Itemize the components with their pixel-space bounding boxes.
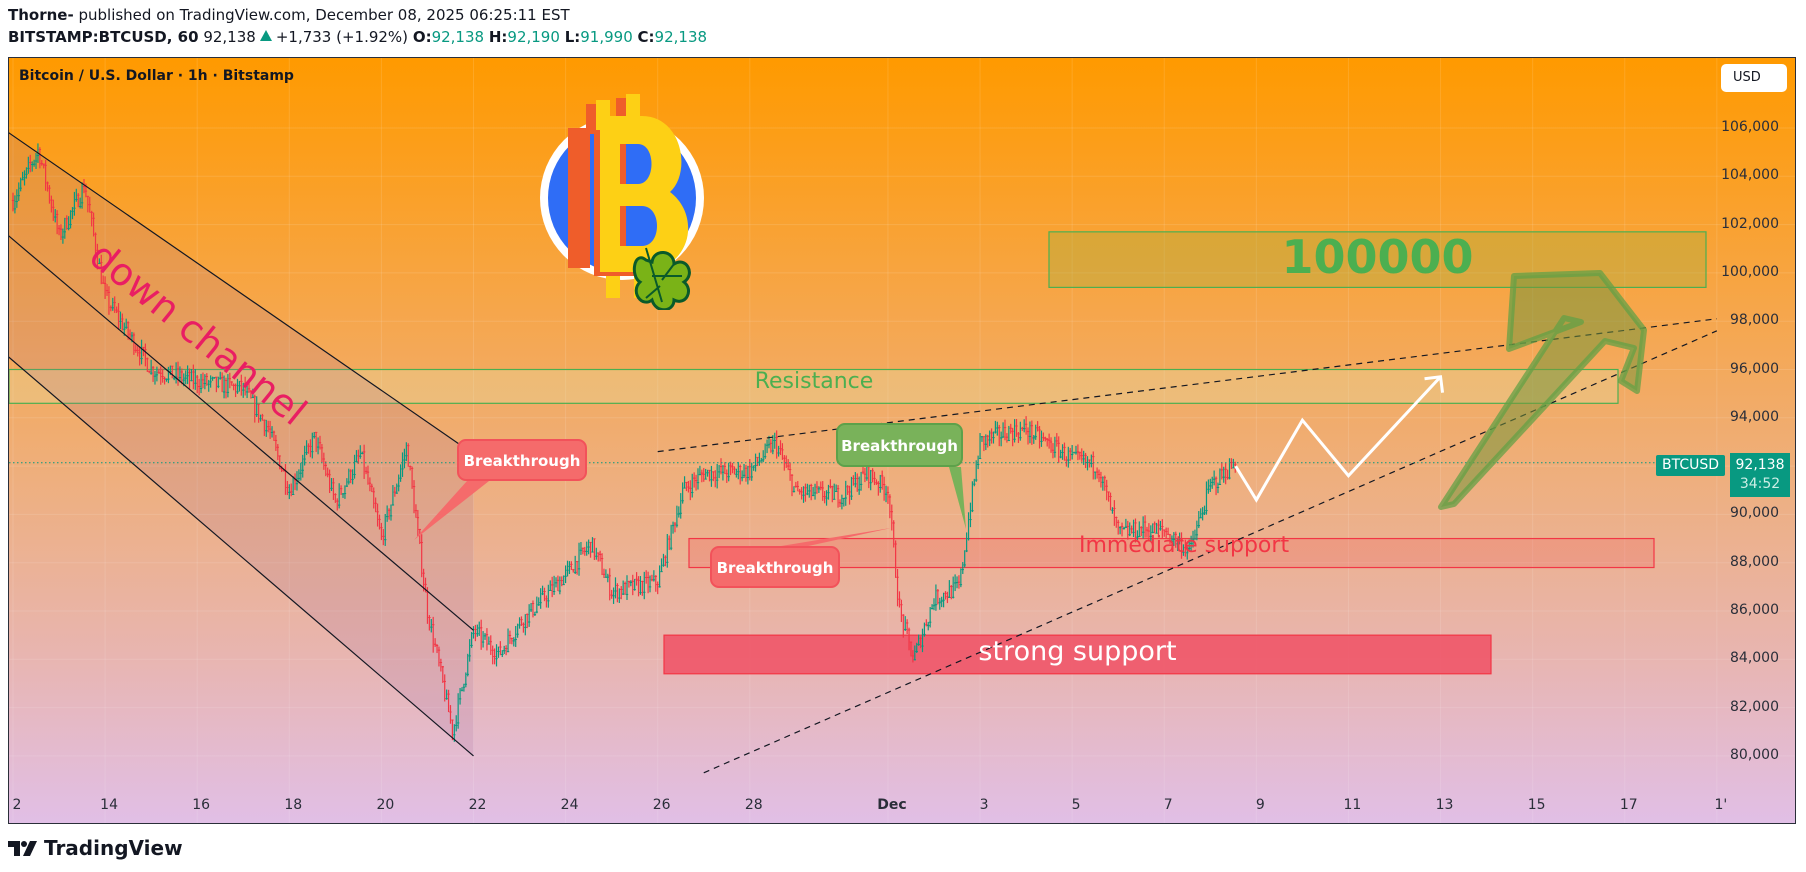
publish-info: Thorne- published on TradingView.com, De… [8, 6, 570, 24]
zone-resistance[interactable] [9, 368, 1619, 404]
breakthrough-text-1: Breakthrough [463, 452, 581, 470]
currency-button[interactable]: USD [1721, 64, 1787, 92]
last-price: 92,138 [203, 28, 256, 46]
low-label: L: [564, 28, 581, 46]
last-price-tag: 92,138 34:52 [1730, 453, 1790, 497]
target-arrow-icon[interactable] [1438, 270, 1647, 510]
trendline-0[interactable] [657, 318, 1717, 453]
breakthrough-callout-1: Breakthrough [457, 439, 587, 481]
down-channel-fill [9, 132, 474, 756]
open-label: O: [412, 28, 432, 46]
low-value: 91,990 [580, 28, 633, 46]
trendline-1[interactable] [703, 330, 1718, 774]
breakthrough-text-3: Breakthrough [841, 437, 958, 455]
symbol-quote-line: BITSTAMP:BTCUSD, 60 92,138 +1,733 (+1.92%… [8, 28, 707, 46]
high-value: 92,190 [507, 28, 560, 46]
strong-support-label: strong support [978, 636, 1177, 667]
bitcoin-icon [540, 94, 704, 312]
breakthrough-callout-3: Breakthrough [836, 423, 963, 467]
last-price-value: 92,138 [1735, 457, 1785, 473]
leaf-icon [632, 247, 691, 312]
bitcoin-logo [534, 80, 714, 312]
close-label: C: [637, 28, 655, 46]
bar-countdown: 34:52 [1739, 476, 1781, 492]
breakthrough-tail-3 [949, 467, 966, 529]
high-label: H: [488, 28, 508, 46]
immediate-support-label: Immediate support [1079, 533, 1290, 558]
chart-legend: Bitcoin / U.S. Dollar · 1h · Bitstamp [19, 68, 294, 84]
author-name[interactable]: Thorne- [8, 6, 74, 24]
breakthrough-text-2: Breakthrough [716, 559, 834, 577]
breakthrough-tail-2 [769, 528, 891, 548]
resistance-label: Resistance [754, 369, 874, 394]
price-change: +1,733 (+1.92%) [275, 28, 409, 46]
candles [11, 143, 1237, 742]
breakthrough-tail-1 [414, 481, 489, 540]
symbol-price-tag: BTCUSD [1656, 455, 1726, 476]
triangle-up-icon [259, 30, 272, 41]
target-100000-label: 100000 [1281, 230, 1474, 284]
published-text: published on TradingView.com, December 0… [73, 6, 570, 24]
chart-frame[interactable]: Bitcoin / U.S. Dollar · 1h · Bitstamp US… [8, 57, 1796, 824]
tradingview-logo-icon [8, 841, 37, 856]
channel-line-1[interactable] [9, 200, 474, 631]
projection-path[interactable] [1234, 375, 1442, 503]
projection-arrow-head-icon [1424, 375, 1445, 393]
breakthrough-callout-2: Breakthrough [710, 546, 840, 588]
channel-line-2[interactable] [9, 321, 474, 757]
symbol-interval: BITSTAMP:BTCUSD, 60 [8, 28, 199, 46]
channel-line-0[interactable] [9, 104, 474, 455]
tradingview-logo[interactable]: TradingView [8, 836, 183, 860]
tradingview-brand-text: TradingView [44, 836, 183, 860]
zone-strong-support[interactable] [663, 634, 1492, 675]
price-chart-canvas[interactable] [9, 58, 1796, 824]
close-value: 92,138 [654, 28, 708, 46]
open-value: 92,138 [431, 28, 485, 46]
